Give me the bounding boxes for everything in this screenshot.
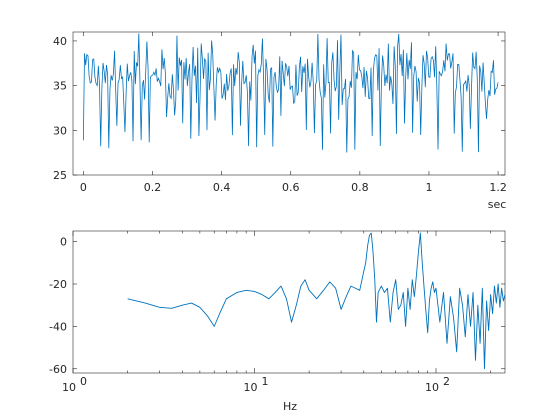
y-tick-label: -20 bbox=[49, 278, 67, 291]
x-tick-label: 0.4 bbox=[213, 181, 231, 194]
x-tick-label: 0.2 bbox=[144, 181, 162, 194]
y-tick-label: 35 bbox=[53, 80, 67, 93]
x-axis-label-top: sec bbox=[488, 198, 507, 211]
y-tick-label: 40 bbox=[53, 35, 67, 48]
x-tick-exponent: 0 bbox=[80, 375, 87, 388]
y-tick-label: 30 bbox=[53, 124, 67, 137]
x-tick-exponent: 1 bbox=[261, 375, 268, 388]
y-tick-label: 0 bbox=[60, 236, 67, 249]
x-tick-exponent: 2 bbox=[443, 375, 450, 388]
x-tick-label: 1 bbox=[425, 181, 432, 194]
x-tick-label: 0.6 bbox=[282, 181, 300, 194]
y-tick-label: -60 bbox=[49, 363, 67, 376]
plot-frame-bottom bbox=[73, 231, 505, 373]
x-tick-label: 1.2 bbox=[489, 181, 507, 194]
y-tick-label: -40 bbox=[49, 320, 67, 333]
x-tick-label: 0 bbox=[80, 181, 87, 194]
subplot-spectrum: 10 0 10 1 10 2 -60 -40 -20 0 Hz bbox=[49, 231, 505, 413]
x-axis-label-bottom: Hz bbox=[283, 400, 297, 413]
x-tick-label: 0.8 bbox=[351, 181, 369, 194]
subplot-time-signal: 0 0.2 0.4 0.6 0.8 1 1.2 25 30 35 40 sec bbox=[53, 32, 507, 211]
x-tick-label: 10 bbox=[243, 381, 257, 394]
x-tick-label: 10 bbox=[425, 381, 439, 394]
y-tick-label: 25 bbox=[53, 169, 67, 182]
x-tick-label: 10 bbox=[62, 381, 76, 394]
